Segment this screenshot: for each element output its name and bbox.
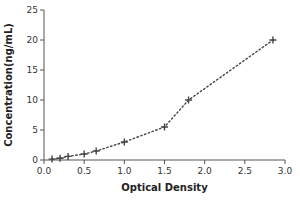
x-tick-label: 1.5 [157,166,171,176]
x-tick-label: 1.0 [117,166,132,176]
y-tick-label: 10 [27,95,39,105]
data-point [269,37,276,44]
data-point [93,148,100,155]
x-tick [244,160,245,164]
y-tick [40,70,44,71]
y-tick [40,10,44,11]
x-tick [124,160,125,164]
y-tick-label: 25 [27,5,38,15]
y-tick [40,40,44,41]
axes: 0.0 0.5 1.0 1.5 2.0 2.5 3.0 0 5 10 15 20 25 [27,5,293,176]
data-point [57,155,64,162]
x-tick-label: 0.5 [77,166,91,176]
y-tick-label: 0 [32,155,38,165]
x-tick-label: 2.0 [198,166,213,176]
data-point [185,97,192,104]
x-axis-line [44,160,285,161]
y-axis-label: Concentration(ng/mL) [3,23,14,147]
y-axis-line [44,10,45,160]
x-tick-label: 0.0 [37,166,52,176]
x-tick [84,160,85,164]
y-tick-label: 20 [27,35,39,45]
chart-container: 0.0 0.5 1.0 1.5 2.0 2.5 3.0 0 5 10 15 20 25 Optical D… [0,0,300,200]
data-point [161,124,168,131]
x-tick-label: 2.5 [238,166,252,176]
data-point [121,139,128,146]
data-point [65,153,72,160]
marker-group [49,37,277,163]
data-point [81,151,88,158]
y-tick [40,100,44,101]
y-tick [40,160,44,161]
x-tick [44,160,45,164]
y-tick [40,130,44,131]
x-tick [285,160,286,164]
x-tick [164,160,165,164]
x-axis-label: Optical Density [121,182,208,193]
data-point [49,156,56,163]
y-tick-label: 15 [27,65,38,75]
data-line [52,40,273,159]
line-group [52,40,273,159]
x-tick-label: 3.0 [278,166,293,176]
x-tick [204,160,205,164]
chart: 0.0 0.5 1.0 1.5 2.0 2.5 3.0 0 5 10 15 20 25 Optical D… [0,0,300,200]
y-tick-label: 5 [32,125,38,135]
